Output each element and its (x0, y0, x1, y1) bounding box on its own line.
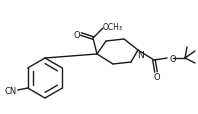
Text: O: O (154, 72, 160, 81)
Text: O: O (170, 54, 177, 63)
Text: O: O (74, 30, 80, 39)
Text: N: N (137, 50, 143, 59)
Text: OCH₃: OCH₃ (103, 22, 123, 31)
Text: CN: CN (5, 86, 17, 95)
